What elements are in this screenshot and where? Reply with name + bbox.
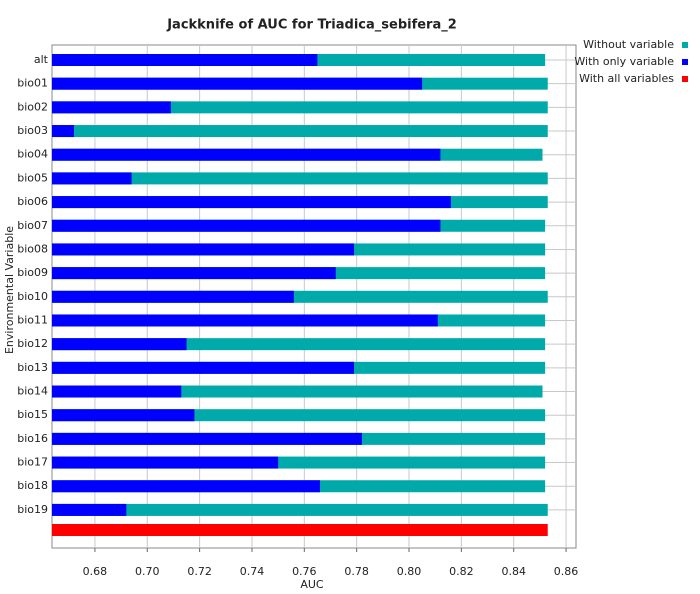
bar xyxy=(52,361,355,374)
legend-swatch xyxy=(682,76,688,82)
y-tick-label: bio08 xyxy=(17,242,48,255)
y-tick-label: bio10 xyxy=(17,290,48,303)
bar xyxy=(52,267,336,280)
bar xyxy=(52,172,548,185)
legend-label: With all variables xyxy=(579,72,674,85)
bar xyxy=(52,219,441,232)
x-tick-label: 0.76 xyxy=(292,565,317,578)
bar xyxy=(52,480,321,493)
legend-label: Without variable xyxy=(583,38,674,51)
bar xyxy=(52,54,318,66)
x-tick-label: 0.68 xyxy=(83,565,108,578)
x-tick-label: 0.84 xyxy=(501,565,526,578)
y-tick-label: bio09 xyxy=(17,266,48,279)
bar xyxy=(52,196,451,209)
bar xyxy=(52,524,548,536)
bar xyxy=(52,243,355,256)
bar xyxy=(52,432,362,445)
x-tick-label: 0.80 xyxy=(397,565,422,578)
bar xyxy=(52,338,187,351)
bar xyxy=(52,77,423,90)
x-tick-label: 0.70 xyxy=(135,565,160,578)
y-tick-label: bio04 xyxy=(17,148,48,161)
x-tick-label: 0.86 xyxy=(554,565,579,578)
y-tick-label: bio13 xyxy=(17,361,48,374)
bar xyxy=(52,172,132,185)
x-axis-label: AUC xyxy=(300,578,324,591)
y-tick-label: bio07 xyxy=(17,219,48,232)
y-axis-label: Environmental Variable xyxy=(3,226,16,354)
bar xyxy=(52,314,438,327)
bar xyxy=(52,148,441,161)
y-tick-label: bio14 xyxy=(17,385,48,398)
y-tick-label: bio01 xyxy=(17,77,48,90)
y-tick-label: bio05 xyxy=(17,171,48,184)
bar xyxy=(52,385,182,398)
bar xyxy=(52,125,74,138)
bar xyxy=(52,456,279,469)
y-tick-label: bio18 xyxy=(17,479,48,492)
x-tick-label: 0.74 xyxy=(240,565,265,578)
bar xyxy=(52,101,171,114)
bar xyxy=(52,503,127,516)
y-tick-label: bio06 xyxy=(17,195,48,208)
y-tick-label: bio11 xyxy=(17,313,48,326)
x-tick-label: 0.72 xyxy=(187,565,212,578)
bar xyxy=(52,290,294,303)
y-tick-label: bio03 xyxy=(17,124,48,137)
legend-label: With only variable xyxy=(574,55,674,68)
legend-swatch xyxy=(682,59,688,65)
y-tick-label: bio16 xyxy=(17,432,48,445)
bar xyxy=(52,125,548,138)
y-tick-label: bio19 xyxy=(17,503,48,516)
y-tick-label: bio12 xyxy=(17,337,48,350)
y-tick-label: bio02 xyxy=(17,100,48,113)
bar xyxy=(52,409,195,422)
y-tick-label: bio17 xyxy=(17,456,48,469)
bar xyxy=(52,503,548,516)
y-tick-label: alt xyxy=(34,53,49,66)
x-tick-label: 0.82 xyxy=(449,565,474,578)
legend-swatch xyxy=(682,42,688,48)
bar xyxy=(52,101,548,114)
chart-title: Jackknife of AUC for Triadica_sebifera_2 xyxy=(166,18,457,33)
y-tick-label: bio15 xyxy=(17,408,48,421)
x-tick-label: 0.78 xyxy=(344,565,369,578)
